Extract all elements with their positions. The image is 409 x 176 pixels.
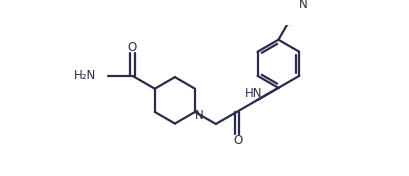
Text: N: N (194, 109, 203, 122)
Text: H₂N: H₂N (74, 69, 96, 82)
Text: O: O (233, 134, 243, 147)
Text: HN: HN (245, 87, 262, 100)
Text: O: O (128, 41, 137, 54)
Text: N: N (298, 0, 307, 11)
